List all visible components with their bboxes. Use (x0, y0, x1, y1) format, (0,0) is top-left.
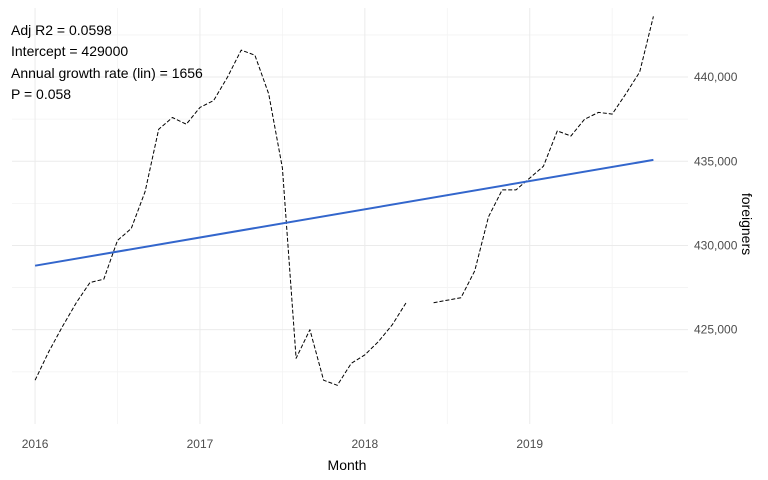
growth-rate-label: Annual growth rate (lin) = 1656 (11, 65, 203, 81)
x-axis-title: Month (328, 457, 367, 473)
y-tick-label: 430,000 (694, 238, 738, 252)
p-value-label: P = 0.058 (11, 86, 71, 102)
x-tick-label: 2018 (351, 437, 378, 451)
adj-r2-label: Adj R2 = 0.0598 (11, 22, 112, 38)
intercept-label: Intercept = 429000 (11, 43, 128, 59)
y-tick-label: 435,000 (694, 154, 738, 168)
series-layer (34, 16, 654, 386)
x-tick-label: 2019 (516, 437, 543, 451)
trend-line (34, 158, 654, 267)
data-line-segment-2 (433, 16, 654, 304)
data-line-segment-1 (34, 49, 407, 386)
tick-labels: 2016 2017 2018 2019 425,000 430,000 435,000 440… (22, 70, 738, 451)
x-tick-label: 2017 (187, 437, 214, 451)
y-tick-label: 425,000 (694, 323, 738, 337)
y-tick-label: 440,000 (694, 70, 738, 84)
grid (12, 8, 688, 424)
y-axis-title: foreigners (739, 193, 755, 255)
x-tick-label: 2016 (22, 437, 49, 451)
stats-annotation: Adj R2 = 0.0598 Intercept = 429000 Annua… (11, 22, 203, 102)
